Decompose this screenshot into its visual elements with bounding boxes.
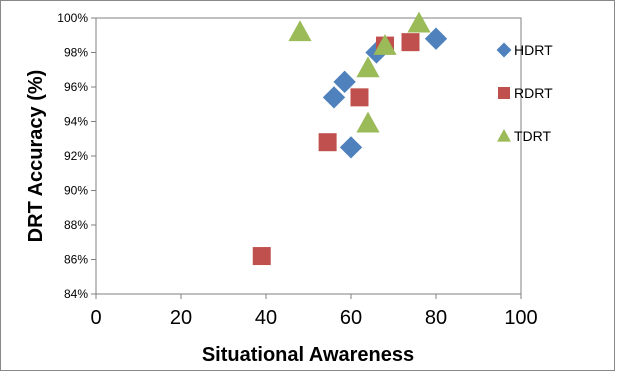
point-tdrt: [356, 111, 380, 133]
point-hdrt: [424, 27, 448, 50]
y-axis-ticks: 84% 86% 88% 90% 92% 94% 96% 98% 100%: [57, 11, 96, 301]
x-tick-label: 0: [90, 307, 101, 329]
point-hdrt: [339, 136, 363, 159]
point-tdrt: [288, 20, 312, 42]
legend-label-tdrt: TDRT: [514, 128, 552, 144]
point-rdrt: [252, 247, 271, 266]
y-tick-label: 96%: [64, 80, 88, 94]
point-rdrt: [350, 88, 369, 107]
legend-label-rdrt: RDRT: [514, 85, 553, 101]
x-tick-label: 40: [255, 307, 277, 329]
y-tick-label: 100%: [57, 11, 88, 25]
point-rdrt: [401, 33, 420, 52]
y-tick-label: 94%: [64, 115, 88, 129]
legend-label-hdrt: HDRT: [514, 42, 553, 58]
y-tick-label: 86%: [64, 253, 88, 267]
x-tick-label: 20: [170, 307, 192, 329]
x-axis-title: Situational Awareness: [202, 344, 414, 366]
y-tick-label: 84%: [64, 287, 88, 301]
y-tick-label: 90%: [64, 184, 88, 198]
x-tick-label: 100: [504, 307, 537, 329]
legend-marker-rdrt: [498, 87, 510, 99]
point-tdrt: [356, 56, 380, 78]
y-tick-label: 88%: [64, 218, 88, 232]
point-tdrt: [373, 34, 397, 55]
x-tick-label: 60: [340, 307, 362, 329]
legend-marker-tdrt: [497, 129, 511, 142]
data-points: [252, 11, 448, 266]
point-tdrt: [407, 11, 431, 33]
legend: HDRT RDRT TDRT: [496, 42, 553, 144]
point-rdrt: [318, 133, 337, 152]
point-hdrt: [333, 70, 356, 93]
x-tick-label: 80: [425, 307, 447, 329]
x-axis-ticks: 0 20 40 60 80 100: [90, 294, 538, 329]
y-axis-title: DRT Accuracy (%): [25, 70, 47, 243]
y-tick-label: 92%: [64, 149, 88, 163]
legend-marker-hdrt: [496, 42, 512, 58]
point-hdrt: [322, 86, 346, 109]
y-tick-label: 98%: [64, 46, 88, 60]
